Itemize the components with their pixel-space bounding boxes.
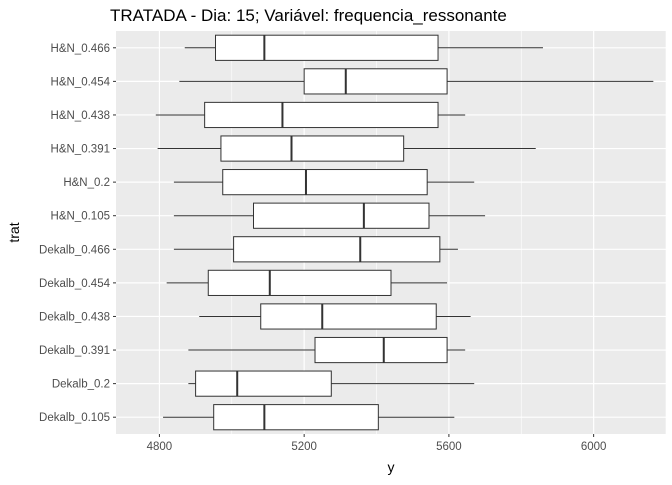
- x-tick-label: 5200: [291, 441, 317, 453]
- y-tick-label: H&N_0.454: [51, 76, 111, 88]
- box: [195, 370, 332, 397]
- x-axis-title: y: [388, 459, 395, 475]
- box: [220, 135, 405, 162]
- y-axis-title: trat: [6, 222, 22, 242]
- box: [253, 202, 430, 229]
- box: [314, 336, 448, 364]
- x-tick-label: 4800: [147, 441, 173, 453]
- x-tick-label: 5600: [436, 441, 462, 453]
- y-tick-label: Dekalb_0.454: [39, 278, 111, 290]
- y-tick-label: Dekalb_0.438: [39, 311, 110, 323]
- box: [222, 169, 428, 196]
- y-tick-label: H&N_0.105: [51, 211, 110, 223]
- box: [215, 34, 439, 61]
- y-tick-label: Dekalb_0.466: [39, 244, 110, 256]
- y-tick-label: Dekalb_0.2: [52, 379, 110, 391]
- box: [233, 236, 441, 263]
- box: [204, 101, 439, 129]
- y-tick-label: H&N_0.391: [51, 144, 110, 156]
- y-tick-label: Dekalb_0.105: [39, 412, 110, 424]
- x-tick-label: 6000: [581, 441, 607, 453]
- box: [207, 269, 392, 296]
- y-tick-label: H&N_0.438: [51, 110, 110, 122]
- box: [303, 68, 448, 95]
- box: [260, 303, 437, 330]
- box: [213, 404, 379, 431]
- chart-title: TRATADA - Dia: 15; Variável: frequencia_…: [110, 6, 507, 25]
- y-tick-label: H&N_0.2: [63, 177, 110, 189]
- y-tick-label: Dekalb_0.391: [39, 345, 110, 357]
- plot-panel: [116, 31, 666, 434]
- y-tick-label: H&N_0.466: [51, 43, 110, 55]
